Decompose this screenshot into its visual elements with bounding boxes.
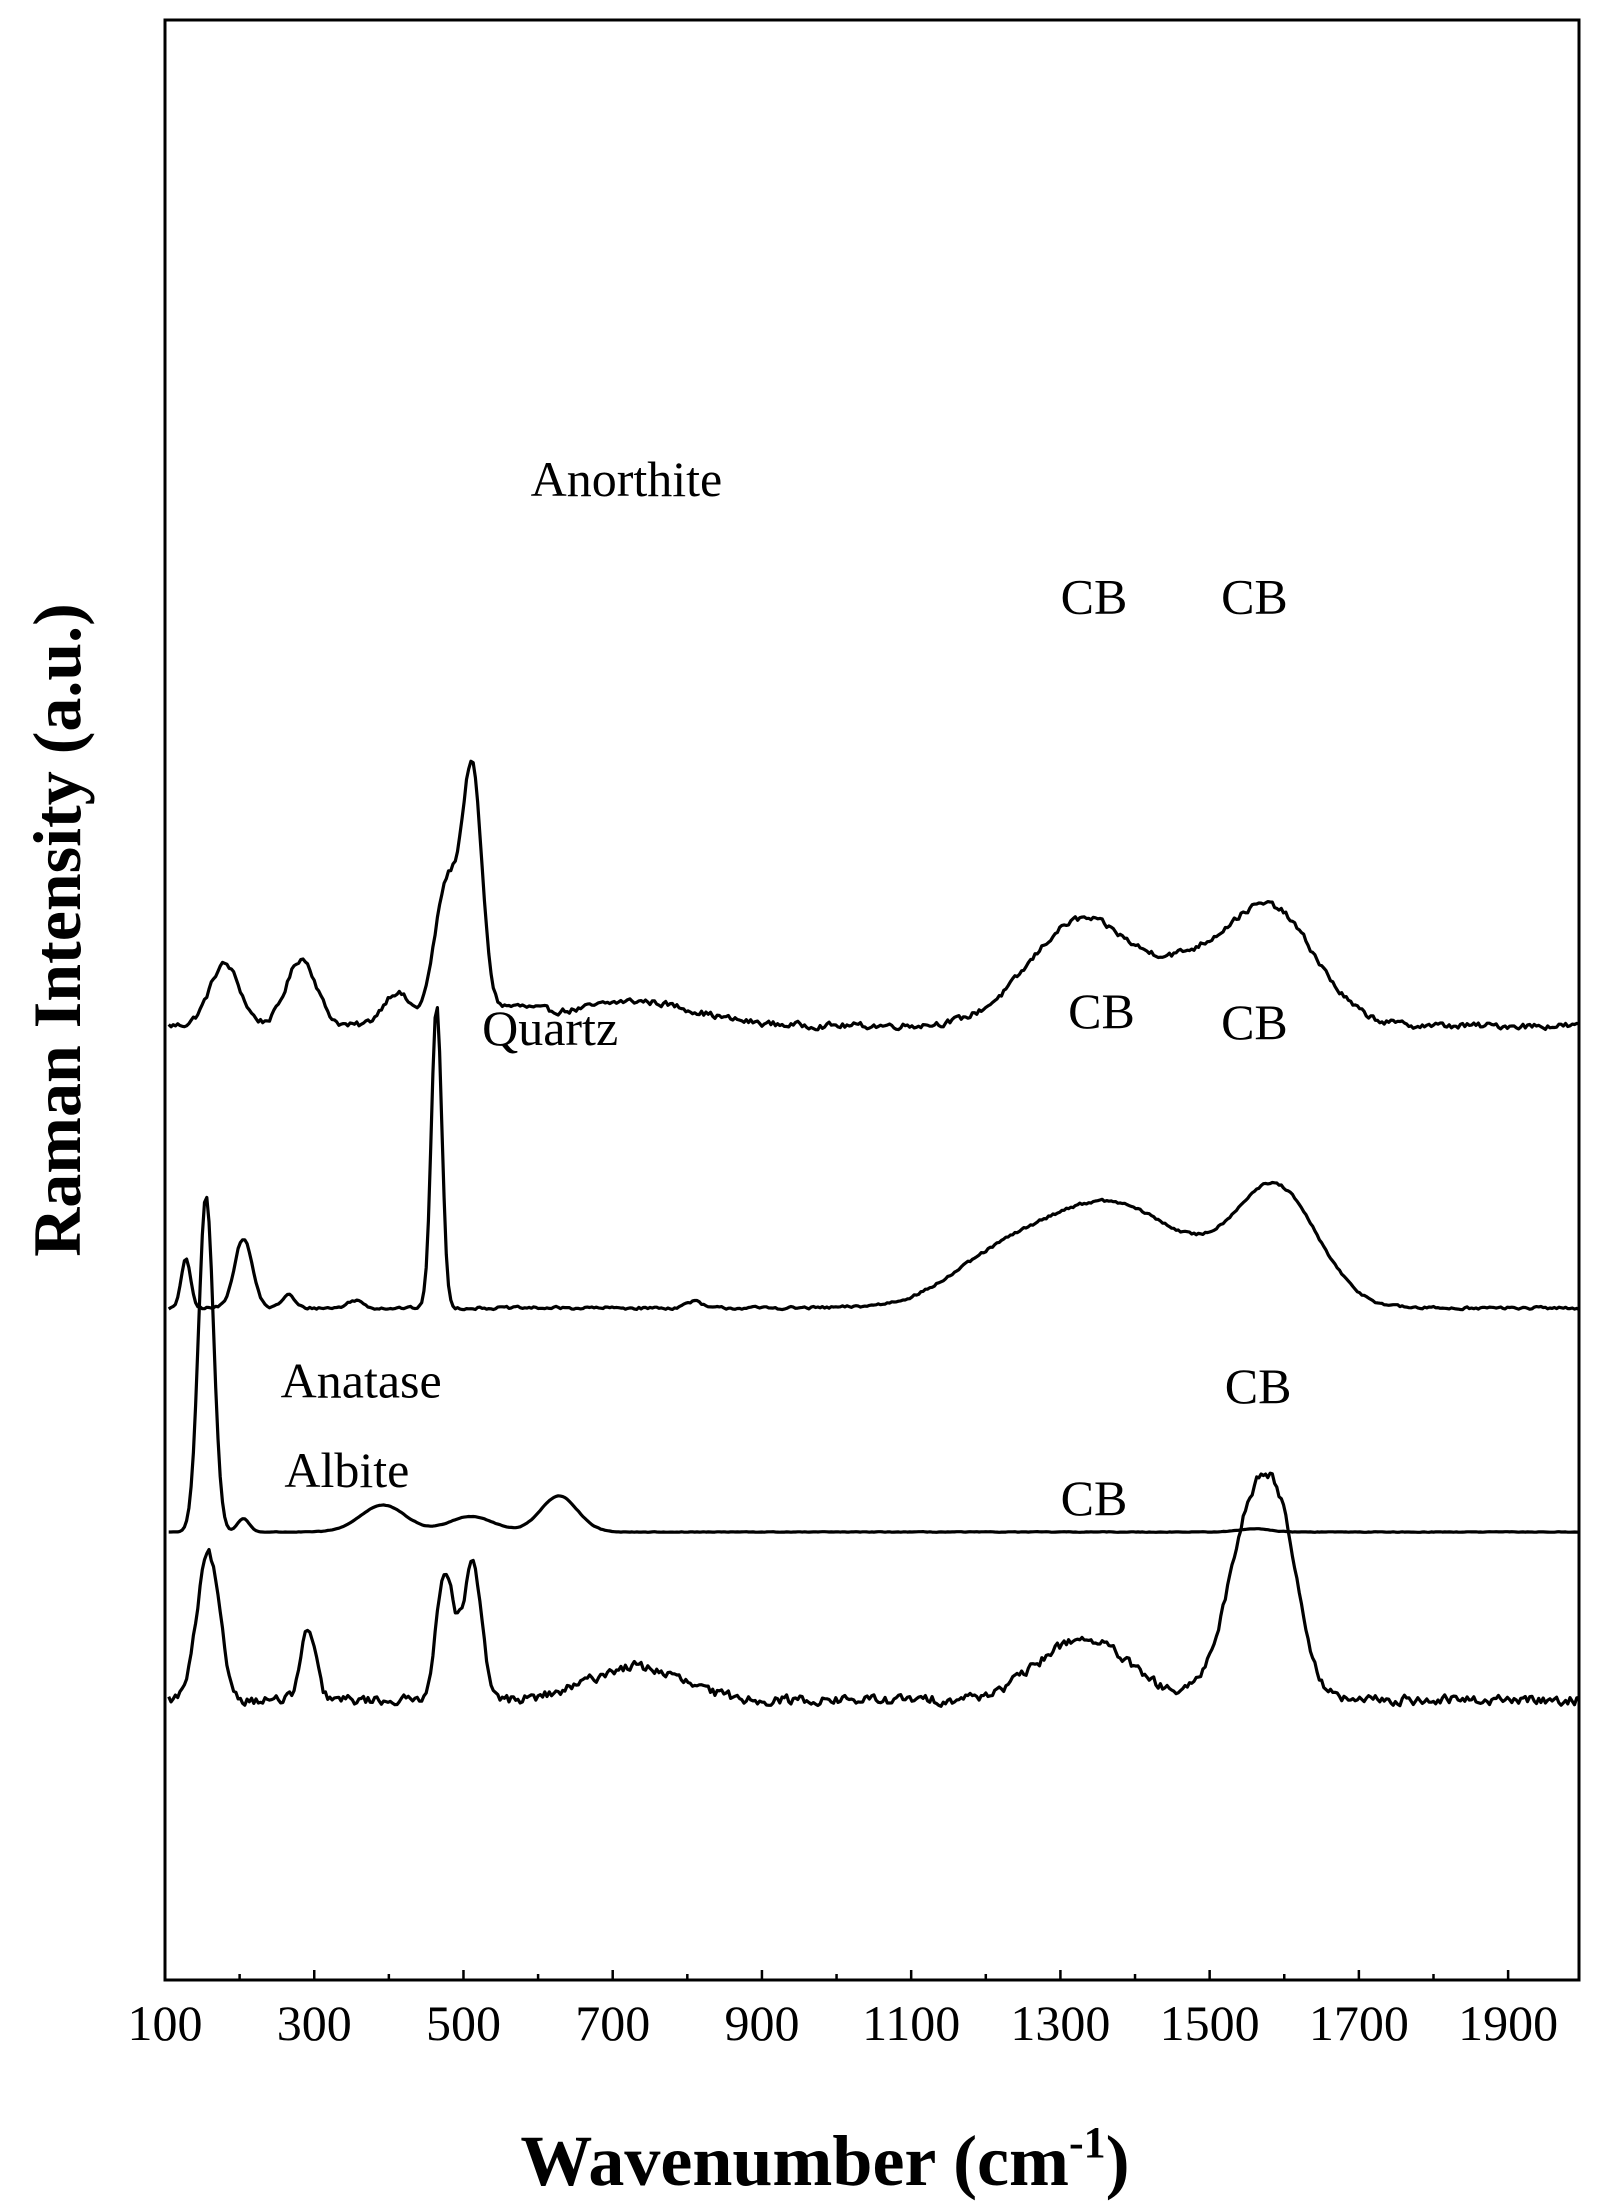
annotation-anorthite-0: Anorthite [531,451,723,507]
x-axis-tick-labels: 100 300 500 700 900 1100 1300 1500 1700 1900 [128,1995,1559,2051]
spectrum-anatase [168,1195,1579,1534]
x-axis-label-main: Wavenumber (cm [520,2121,1069,2201]
x-axis-ticks [163,1970,1510,1980]
annotation-anatase-0: Anatase [281,1353,442,1409]
spectrum-quartz [167,1006,1580,1312]
x-tick-label-1300: 1300 [1010,1995,1110,2051]
y-axis-label: Raman Intensity (a.u.) [19,603,95,1257]
peak-annotations: Anorthite CB CB Quartz CB CB Anatase Albite CB CB [281,451,1292,1526]
x-tick-label-500: 500 [426,1995,501,2051]
x-tick-label-900: 900 [724,1995,799,2051]
annotation-anorthite-1: CB [1061,569,1128,625]
annotation-quartz-1: CB [1068,983,1135,1039]
spectrum-albite [167,1471,1580,1708]
annotation-quartz-0: Quartz [482,1000,618,1056]
x-axis-label-close: ) [1106,2121,1130,2201]
x-tick-label-1100: 1100 [862,1995,960,2051]
x-axis-label-sup: -1 [1069,2118,1106,2167]
x-tick-label-700: 700 [575,1995,650,2051]
annotation-albite-1: CB [1061,1470,1128,1526]
annotation-quartz-2: CB [1221,994,1288,1050]
x-tick-label-1700: 1700 [1309,1995,1409,2051]
x-tick-label-1500: 1500 [1160,1995,1260,2051]
annotation-anorthite-2: CB [1221,569,1288,625]
x-tick-label-1900: 1900 [1458,1995,1558,2051]
x-tick-label-100: 100 [128,1995,203,2051]
spectrum-anorthite [167,759,1580,1032]
annotation-albite-2: CB [1225,1358,1292,1414]
annotation-albite-0: Albite [284,1442,409,1498]
x-tick-label-300: 300 [277,1995,352,2051]
plot-area-frame [163,18,1581,1982]
x-axis-label: Wavenumber (cm-1) [520,2118,1129,2201]
spectra-group [167,759,1580,1708]
